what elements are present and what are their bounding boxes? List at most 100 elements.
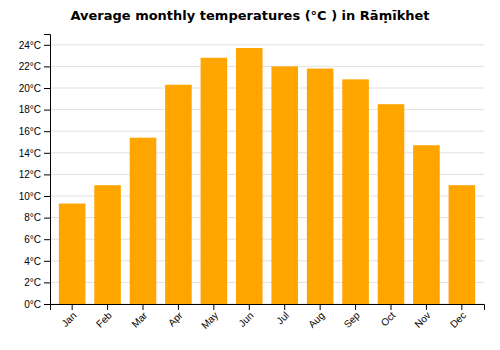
y-tick: 6°C	[24, 234, 50, 245]
y-tick-mark	[44, 174, 50, 175]
y-tick: 2°C	[24, 277, 50, 288]
x-tick-mark	[284, 304, 285, 310]
bar	[271, 66, 298, 304]
x-tick-label: Sep	[342, 309, 363, 330]
y-tick: 4°C	[24, 256, 50, 267]
x-tick-mark	[426, 304, 427, 310]
y-tick: 20°C	[19, 83, 50, 94]
grid-line	[50, 109, 484, 110]
y-tick: 14°C	[19, 148, 50, 159]
x-tick: Jan	[59, 304, 78, 329]
y-tick: 22°C	[19, 61, 50, 72]
x-tick: Jun	[236, 304, 255, 329]
x-tick-mark	[213, 304, 214, 310]
bar	[165, 85, 192, 304]
bar	[342, 79, 369, 304]
x-tick-mark	[72, 304, 73, 310]
x-tick-label: Jan	[59, 310, 78, 329]
x-tick-label: Apr	[166, 309, 185, 328]
y-tick-mark	[44, 66, 50, 67]
y-tick-mark	[44, 196, 50, 197]
y-tick-label: 6°C	[24, 234, 41, 245]
x-tick: Feb	[94, 304, 114, 330]
y-tick-mark	[44, 110, 50, 111]
bar	[378, 104, 405, 304]
x-tick: Oct	[379, 304, 398, 328]
y-tick-label: 18°C	[19, 104, 41, 115]
x-tick-mark	[355, 304, 356, 310]
x-tick: Apr	[166, 304, 185, 328]
x-tick-label: Feb	[94, 309, 114, 329]
x-tick-label: Jul	[274, 310, 291, 327]
y-tick-mark	[44, 218, 50, 219]
grid-line	[50, 131, 484, 132]
x-axis-line	[51, 305, 485, 311]
y-tick-label: 12°C	[19, 169, 41, 180]
y-axis-line	[44, 35, 51, 305]
bar	[59, 204, 86, 304]
y-tick-mark	[44, 261, 50, 262]
bar	[201, 58, 228, 304]
x-tick: Sep	[342, 304, 363, 330]
x-tick-mark	[391, 304, 392, 310]
bar	[130, 138, 157, 304]
y-tick-mark	[44, 45, 50, 46]
x-tick-mark	[249, 304, 250, 310]
x-tick-label: Mar	[129, 309, 149, 329]
y-tick-label: 22°C	[19, 61, 41, 72]
y-tick-label: 16°C	[19, 126, 41, 137]
x-axis: Jan Feb Mar Apr May Jun Jul Aug Sep Oct Nov Dec	[51, 304, 485, 331]
bar	[94, 185, 121, 304]
y-tick-label: 0°C	[24, 299, 41, 310]
y-tick-mark	[44, 88, 50, 89]
x-tick-mark	[320, 304, 321, 310]
x-tick-label: May	[199, 310, 220, 331]
y-tick-label: 10°C	[19, 191, 41, 202]
x-tick-mark	[461, 304, 462, 310]
y-tick-label: 20°C	[19, 83, 41, 94]
x-tick: Aug	[306, 304, 326, 330]
x-tick: Nov	[412, 304, 432, 330]
y-tick: 16°C	[19, 126, 50, 137]
grid-line	[50, 66, 484, 67]
y-tick: 8°C	[24, 212, 50, 223]
x-tick-label: Dec	[448, 310, 468, 330]
y-tick-mark	[44, 282, 50, 283]
x-tick: Dec	[448, 304, 468, 330]
x-tick: Jul	[274, 304, 291, 326]
y-tick: 18°C	[19, 104, 50, 115]
y-tick-mark	[44, 239, 50, 240]
y-tick-label: 14°C	[19, 148, 41, 159]
y-tick: 24°C	[19, 40, 50, 51]
y-tick-label: 4°C	[24, 256, 41, 267]
x-tick-label: Oct	[379, 310, 398, 329]
y-tick-label: 24°C	[19, 40, 41, 51]
y-tick: 10°C	[19, 191, 50, 202]
grid	[50, 45, 484, 304]
x-tick-mark	[107, 304, 108, 310]
x-tick: May	[199, 304, 220, 331]
y-tick-mark	[44, 131, 50, 132]
title: Average monthly temperatures (°C ) in Rā…	[70, 8, 429, 23]
x-tick-label: Aug	[306, 310, 326, 330]
bar	[449, 185, 476, 304]
y-tick-mark	[44, 304, 50, 305]
x-tick-mark	[178, 304, 179, 310]
y-tick-label: 2°C	[24, 277, 41, 288]
y-tick: 0°C	[24, 299, 50, 310]
bars	[59, 48, 475, 304]
x-tick: Mar	[129, 304, 149, 330]
y-tick: 12°C	[19, 169, 50, 180]
y-tick-mark	[44, 153, 50, 154]
bar	[413, 145, 440, 304]
y-tick-label: 8°C	[24, 212, 41, 223]
x-tick-mark	[143, 304, 144, 310]
x-tick-label: Jun	[236, 310, 255, 329]
plot: 0°C 2°C 4°C 6°C 8°C 10°C 12°C 14°C 16°C 18°C 20°C 2…	[19, 35, 485, 331]
bar	[236, 48, 263, 304]
bar	[307, 69, 334, 304]
grid-line	[50, 88, 484, 89]
grid-line	[50, 44, 484, 45]
chart: Average monthly temperatures (°C ) in Rā…	[0, 0, 500, 350]
y-axis: 0°C 2°C 4°C 6°C 8°C 10°C 12°C 14°C 16°C 18°C 20°C 2…	[19, 35, 51, 310]
